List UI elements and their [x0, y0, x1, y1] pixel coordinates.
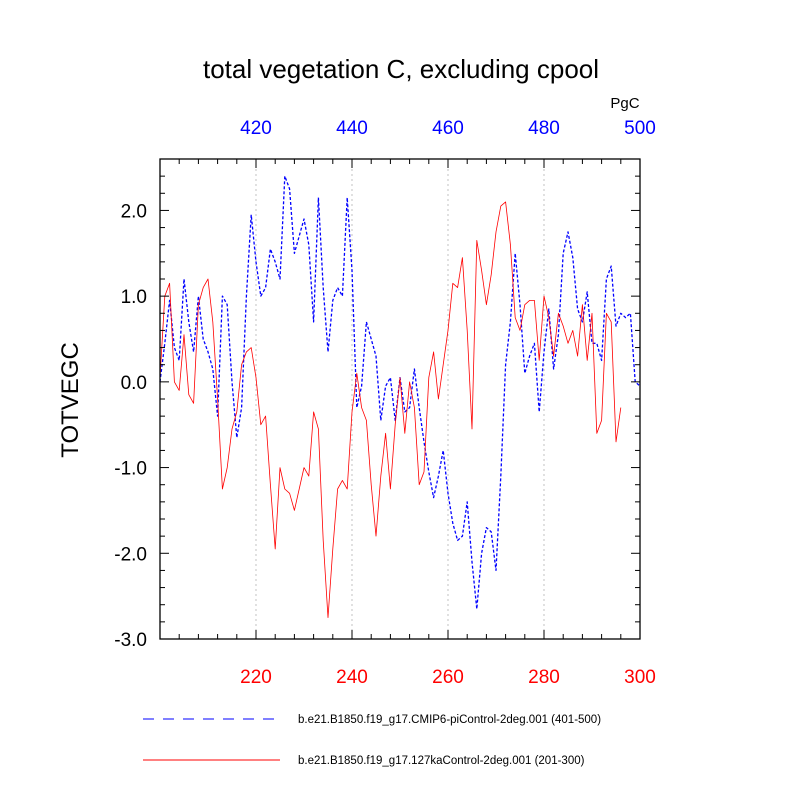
chart-title: total vegetation C, excluding cpool	[203, 54, 599, 84]
y-tick-label: -2.0	[114, 544, 147, 565]
grid-lines	[255, 159, 545, 639]
series-layer	[159, 175, 641, 618]
bottom-tick-label: 220	[240, 667, 272, 688]
y-tick-label: -3.0	[114, 630, 147, 651]
legend-label-cmip6-picontrol: b.e21.B1850.f19_g17.CMIP6-piControl-2deg…	[298, 714, 601, 726]
top-tick-label: 420	[240, 118, 272, 139]
legend: b.e21.B1850.f19_g17.CMIP6-piControl-2deg…	[143, 714, 601, 767]
y-tick-label: 2.0	[121, 201, 147, 222]
y-axis-label: TOTVEGC	[57, 342, 84, 458]
top-tick-label: 460	[432, 118, 464, 139]
units-label: PgC	[610, 95, 639, 112]
legend-label-127ka-control: b.e21.B1850.f19_g17.127kaControl-2deg.00…	[298, 755, 585, 767]
y-tick-label: 1.0	[121, 287, 147, 308]
bottom-tick-label: 300	[624, 667, 656, 688]
bottom-tick-label: 280	[528, 667, 560, 688]
top-tick-label: 500	[624, 118, 656, 139]
tick-labels: -3.0 -2.0 -1.0 0.0 1.0 2.0 220 240 260 280 300 420 4…	[114, 118, 656, 688]
top-tick-label: 440	[336, 118, 368, 139]
series-line-1	[159, 201, 622, 618]
series-line-0	[159, 175, 641, 610]
bottom-tick-label: 240	[336, 667, 368, 688]
bottom-tick-label: 260	[432, 667, 464, 688]
top-tick-label: 480	[528, 118, 560, 139]
axis-ticks	[159, 158, 641, 640]
y-tick-label: -1.0	[114, 459, 147, 480]
plot-frame	[159, 158, 641, 640]
y-tick-label: 0.0	[121, 373, 147, 394]
